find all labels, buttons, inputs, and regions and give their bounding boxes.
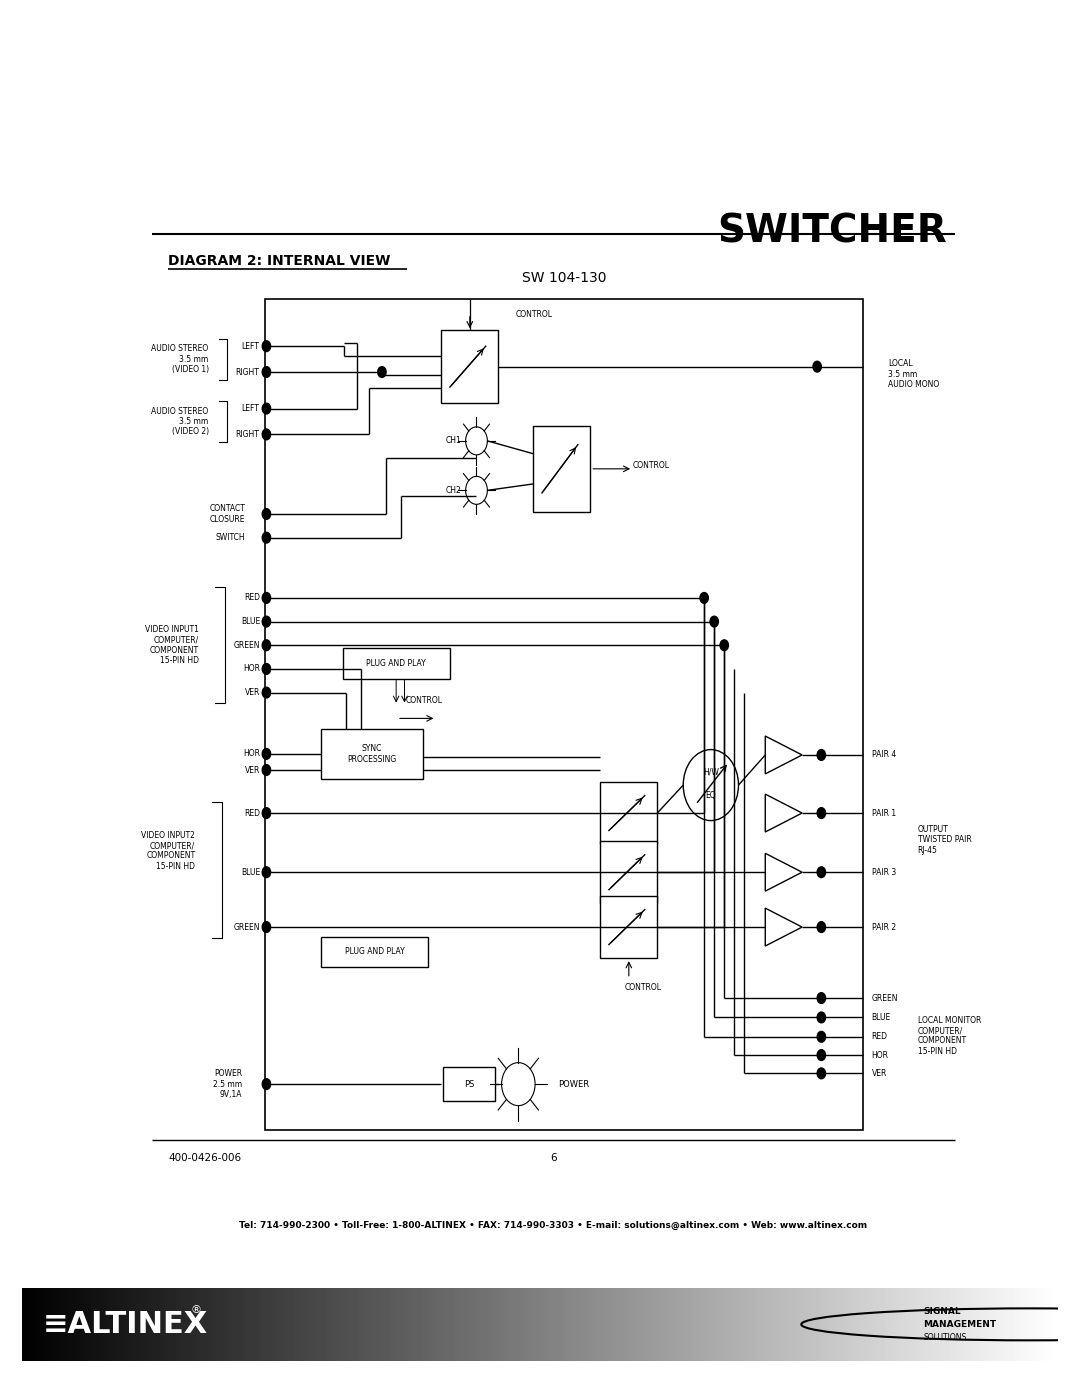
Bar (342, 648, 449, 679)
Bar (534, 426, 591, 511)
Text: Tel: 714-990-2300 • Toll-Free: 1-800-ALTINEX • FAX: 714-990-3303 • E-mail: solut: Tel: 714-990-2300 • Toll-Free: 1-800-ALT… (240, 1221, 867, 1229)
Circle shape (262, 807, 271, 819)
Text: CONTROL: CONTROL (405, 697, 443, 705)
Text: RED: RED (244, 809, 260, 817)
Circle shape (818, 807, 825, 819)
Circle shape (262, 429, 271, 440)
Circle shape (262, 532, 271, 543)
Text: RIGHT: RIGHT (235, 367, 259, 377)
Text: LOCAL
3.5 mm
AUDIO MONO: LOCAL 3.5 mm AUDIO MONO (889, 359, 940, 390)
Circle shape (262, 592, 271, 604)
Text: ≡ALTINEX: ≡ALTINEX (42, 1310, 207, 1338)
Text: BLUE: BLUE (872, 1013, 891, 1023)
Text: VIDEO INPUT2
COMPUTER/
COMPONENT
15-PIN HD: VIDEO INPUT2 COMPUTER/ COMPONENT 15-PIN … (141, 831, 195, 870)
Text: POWER: POWER (557, 1080, 589, 1088)
Text: AUDIO STEREO
3.5 mm
(VIDEO 1): AUDIO STEREO 3.5 mm (VIDEO 1) (151, 344, 208, 374)
Circle shape (262, 616, 271, 627)
Text: OUTPUT
TWISTED PAIR
RJ-45: OUTPUT TWISTED PAIR RJ-45 (918, 826, 971, 855)
Circle shape (710, 616, 718, 627)
Text: PS: PS (463, 1080, 474, 1088)
Circle shape (262, 687, 271, 698)
Text: PLUG AND PLAY: PLUG AND PLAY (366, 659, 426, 668)
Circle shape (818, 922, 825, 932)
Text: RED: RED (872, 1032, 888, 1041)
Bar (321, 937, 428, 967)
Text: VER: VER (872, 1069, 887, 1078)
Bar (443, 1067, 495, 1101)
Circle shape (262, 866, 271, 877)
Circle shape (262, 366, 271, 377)
Text: BLUE: BLUE (241, 617, 260, 626)
Text: H/W: H/W (703, 768, 719, 777)
Text: 400-0426-006: 400-0426-006 (168, 1153, 242, 1162)
Circle shape (262, 341, 271, 352)
Text: RIGHT: RIGHT (235, 430, 259, 439)
Circle shape (262, 749, 271, 760)
Text: VER: VER (245, 766, 260, 774)
Text: SOLUTIONS: SOLUTIONS (923, 1333, 967, 1343)
Text: CONTROL: CONTROL (633, 461, 670, 471)
Text: GREEN: GREEN (234, 641, 260, 650)
Text: HOR: HOR (244, 665, 260, 673)
Text: ®: ® (190, 1305, 202, 1316)
Text: SYNC
PROCESSING: SYNC PROCESSING (348, 745, 396, 764)
Bar (600, 841, 658, 904)
Bar (265, 299, 863, 1130)
Text: HOR: HOR (244, 749, 260, 759)
Text: PAIR 3: PAIR 3 (872, 868, 895, 877)
Text: GREEN: GREEN (872, 993, 899, 1003)
Text: VER: VER (245, 689, 260, 697)
Bar (600, 782, 658, 844)
Text: HOR: HOR (872, 1051, 889, 1059)
Text: PAIR 4: PAIR 4 (872, 750, 895, 760)
Text: PAIR 2: PAIR 2 (872, 922, 895, 932)
Circle shape (262, 509, 271, 520)
Text: LOCAL MONITOR
COMPUTER/
COMPONENT
15-PIN HD: LOCAL MONITOR COMPUTER/ COMPONENT 15-PIN… (918, 1016, 981, 1056)
Text: BLUE: BLUE (241, 868, 260, 877)
Text: MANAGEMENT: MANAGEMENT (923, 1320, 997, 1329)
Text: POWER
2.5 mm
9V,1A: POWER 2.5 mm 9V,1A (213, 1069, 242, 1099)
Circle shape (378, 366, 387, 377)
Circle shape (818, 1011, 825, 1023)
Text: SWITCHER: SWITCHER (717, 212, 947, 251)
Text: VIDEO INPUT1
COMPUTER/
COMPONENT
15-PIN HD: VIDEO INPUT1 COMPUTER/ COMPONENT 15-PIN … (145, 624, 199, 665)
Circle shape (720, 640, 728, 651)
Text: CH1: CH1 (446, 436, 461, 446)
Text: SWITCH: SWITCH (216, 534, 245, 542)
Circle shape (813, 362, 822, 372)
Circle shape (818, 750, 825, 760)
Bar (442, 330, 498, 404)
Text: CONTACT
CLOSURE: CONTACT CLOSURE (210, 504, 245, 524)
Text: EQ: EQ (705, 791, 716, 800)
Circle shape (818, 866, 825, 877)
Circle shape (700, 592, 708, 604)
Text: GREEN: GREEN (234, 922, 260, 932)
Text: AUDIO STEREO
3.5 mm
(VIDEO 2): AUDIO STEREO 3.5 mm (VIDEO 2) (151, 407, 208, 436)
Circle shape (262, 404, 271, 414)
Text: PLUG AND PLAY: PLUG AND PLAY (345, 947, 404, 957)
Text: 6: 6 (550, 1153, 557, 1162)
Text: CH2: CH2 (446, 486, 461, 495)
Circle shape (818, 1067, 825, 1078)
Circle shape (818, 993, 825, 1003)
Text: CONTROL: CONTROL (516, 310, 553, 319)
Circle shape (818, 1031, 825, 1042)
Text: PAIR 1: PAIR 1 (872, 809, 895, 817)
Text: SW 104-130: SW 104-130 (522, 271, 606, 285)
Circle shape (262, 1078, 271, 1090)
Bar (600, 895, 658, 958)
Circle shape (262, 922, 271, 932)
Bar (321, 729, 423, 778)
Text: CONTROL: CONTROL (624, 983, 662, 992)
Circle shape (818, 1049, 825, 1060)
Text: RED: RED (244, 594, 260, 602)
Text: SIGNAL: SIGNAL (923, 1306, 961, 1316)
Circle shape (262, 640, 271, 651)
Text: DIAGRAM 2: INTERNAL VIEW: DIAGRAM 2: INTERNAL VIEW (168, 254, 391, 268)
Text: LEFT: LEFT (241, 404, 259, 414)
Circle shape (262, 764, 271, 775)
Text: LEFT: LEFT (241, 342, 259, 351)
Circle shape (262, 664, 271, 675)
